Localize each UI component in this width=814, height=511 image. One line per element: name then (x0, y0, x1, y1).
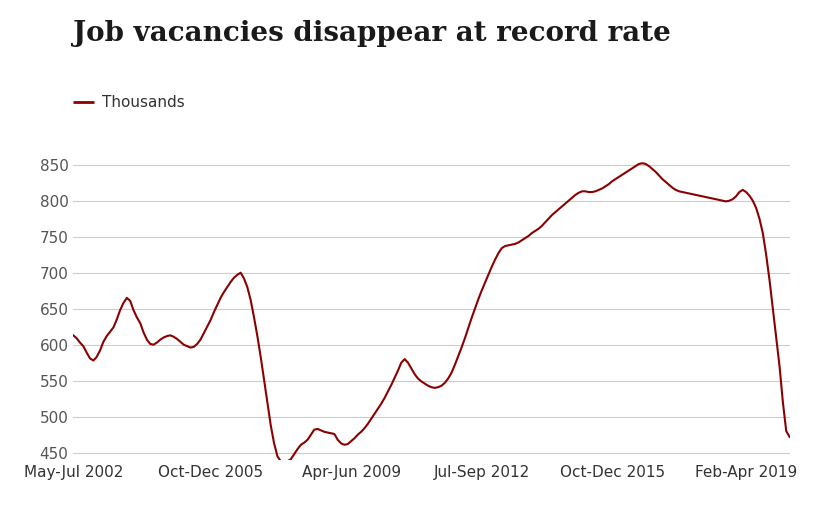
Text: Thousands: Thousands (102, 95, 185, 110)
Text: Job vacancies disappear at record rate: Job vacancies disappear at record rate (73, 20, 671, 48)
